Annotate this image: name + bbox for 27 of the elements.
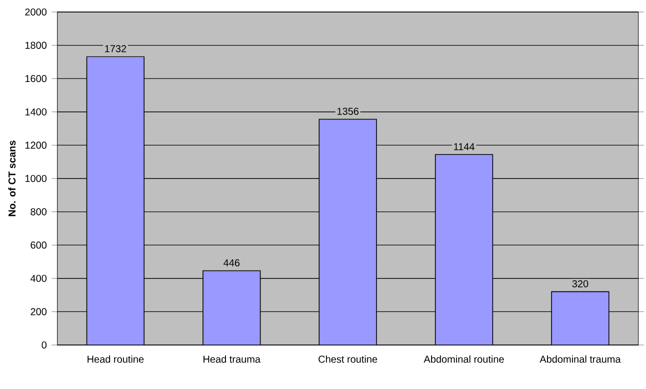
y-tick-label: 1600 xyxy=(25,75,47,82)
data-label: 1356 xyxy=(337,108,359,115)
data-label: 320 xyxy=(572,280,588,288)
y-tick-label: 1000 xyxy=(25,174,47,182)
y-tick-label: 1400 xyxy=(25,108,47,116)
y-tick-label: 1800 xyxy=(25,42,47,49)
y-tick-label: 200 xyxy=(30,308,47,316)
x-tick-label: Abdominal trauma xyxy=(540,355,621,363)
bar xyxy=(202,270,261,345)
y-tick-label: 400 xyxy=(30,274,47,282)
y-tick-label: 800 xyxy=(30,208,47,216)
x-tick-label: Head routine xyxy=(88,355,144,363)
y-tick-label: 600 xyxy=(30,242,47,249)
x-tick-label: Abdominal routine xyxy=(424,355,504,363)
x-tick-label: Chest routine xyxy=(318,355,378,363)
bar xyxy=(551,291,610,345)
x-tick-label: Head trauma xyxy=(204,355,261,363)
bar xyxy=(318,118,377,345)
y-tick-label: 1200 xyxy=(25,142,47,149)
data-label: 1144 xyxy=(454,143,474,150)
y-axis-title: No. of CT scans xyxy=(8,140,16,216)
y-tick-label: 0 xyxy=(42,341,47,349)
y-tick-label: 2000 xyxy=(25,8,47,16)
bar xyxy=(434,154,494,345)
bar xyxy=(86,56,145,345)
data-label: 446 xyxy=(224,259,240,266)
data-label: 1732 xyxy=(105,45,126,52)
